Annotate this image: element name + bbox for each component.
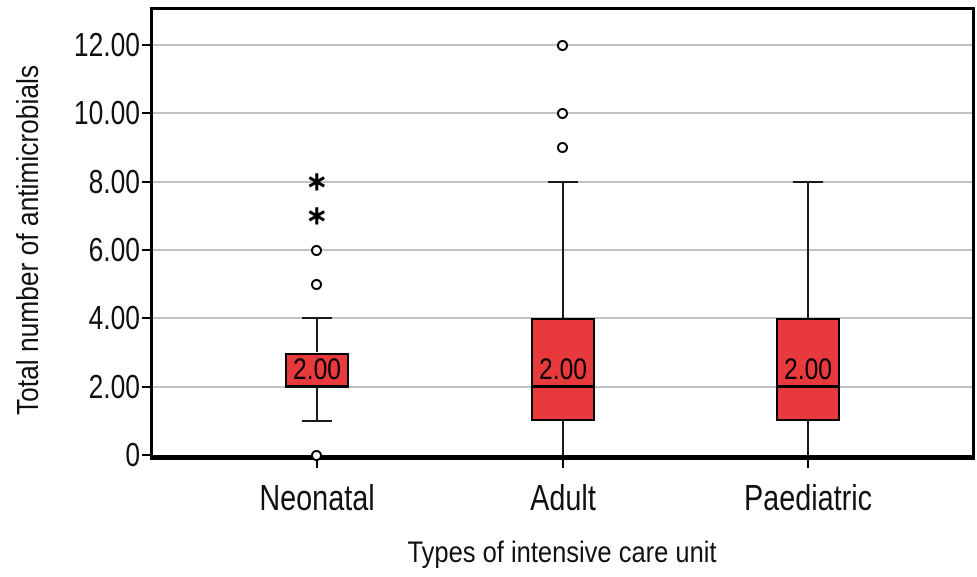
plot-area: 2.00 ∗ ∗ 2.00 2.00 — [150, 7, 975, 461]
whisker-line-lower-paediatric — [807, 420, 810, 455]
outlier-circle-neonatal — [311, 244, 323, 256]
y-tick-mark — [142, 180, 150, 183]
whisker-cap-upper-neonatal — [301, 317, 332, 320]
median-label-adult: 2.00 — [538, 352, 587, 386]
x-tick-label-adult: Adult — [529, 477, 596, 518]
y-tick-mark — [142, 44, 150, 46]
whisker-cap-upper-adult — [547, 180, 578, 183]
y-tick-mark — [142, 112, 150, 115]
y-tick-label: 12.00 — [73, 26, 140, 63]
box-adult — [530, 318, 595, 421]
median-line-paediatric — [776, 385, 841, 389]
outlier-circle-adult — [557, 142, 568, 153]
x-tick-mark — [807, 460, 810, 468]
outlier-circle-adult — [557, 39, 568, 51]
outlier-circle-adult — [557, 107, 568, 119]
y-tick-label: 6.00 — [88, 231, 140, 268]
x-tick-label-paediatric: Paediatric — [744, 477, 873, 518]
median-label-neonatal: 2.00 — [292, 352, 341, 386]
box-neonatal — [284, 352, 349, 387]
y-tick-label: 0 — [125, 436, 140, 473]
whisker-cap-upper-paediatric — [793, 180, 824, 183]
y-tick-label: 4.00 — [88, 299, 140, 337]
x-tick-label-neonatal: Neonatal — [259, 477, 375, 518]
whisker-line-lower-adult — [561, 420, 564, 455]
median-line-adult — [530, 385, 595, 389]
x-axis-title: Types of intensive care unit — [307, 534, 817, 572]
y-tick-mark — [142, 317, 150, 320]
y-tick-mark — [142, 454, 150, 456]
whisker-line-upper-adult — [561, 181, 564, 319]
median-label-paediatric: 2.00 — [784, 352, 833, 386]
box-paediatric — [776, 318, 841, 421]
extreme-asterisk-neonatal: ∗ — [305, 166, 328, 197]
y-tick-label: 8.00 — [88, 162, 140, 200]
extreme-asterisk-neonatal: ∗ — [305, 200, 328, 231]
outlier-circle-neonatal — [311, 449, 323, 461]
x-tick-mark — [561, 460, 564, 468]
y-tick-mark — [142, 249, 150, 251]
whisker-line-lower-neonatal — [315, 386, 318, 421]
whisker-line-upper-neonatal — [315, 318, 318, 353]
whisker-line-upper-paediatric — [807, 181, 810, 319]
y-tick-label: 2.00 — [88, 367, 140, 405]
x-axis-title-text: Types of intensive care unit — [407, 536, 717, 569]
outlier-circle-neonatal — [311, 278, 323, 290]
y-tick-label: 10.00 — [73, 94, 140, 132]
median-line-neonatal — [284, 385, 349, 389]
y-tick-mark — [142, 385, 150, 388]
whisker-cap-lower-neonatal — [301, 419, 332, 422]
x-tick-mark — [315, 460, 318, 468]
